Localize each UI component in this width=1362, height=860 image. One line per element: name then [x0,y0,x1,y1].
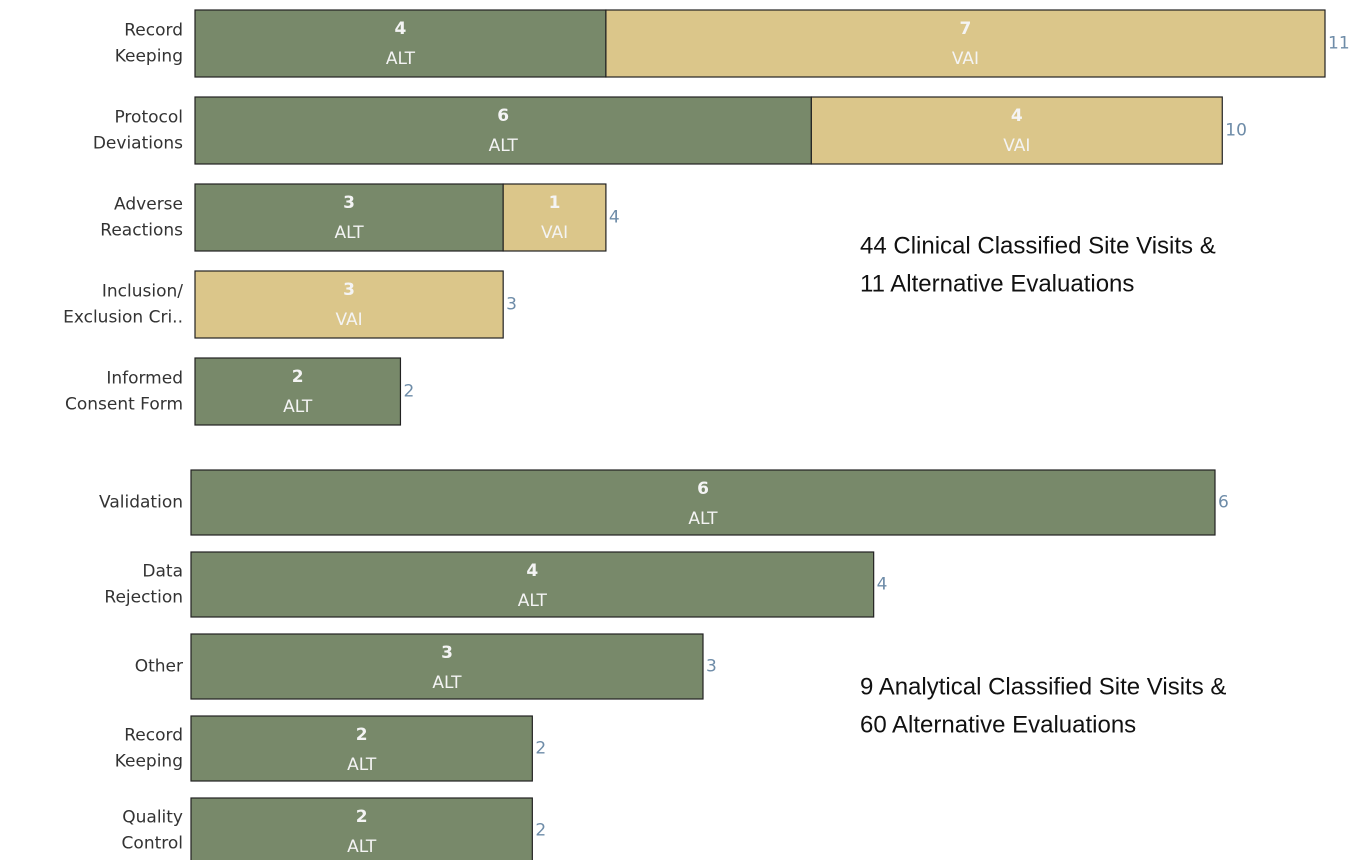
segment-value: 4 [526,561,538,581]
bar-segment [190,469,1216,536]
segment-value: 4 [1011,106,1023,126]
segment-series: VAI [1003,136,1030,156]
total-label: 4 [609,208,620,228]
category-label: Data Rejection [104,562,183,608]
bar-segment [190,633,704,700]
bar-segment [190,715,533,782]
segment-series: ALT [335,223,365,243]
segment-value: 3 [441,643,453,663]
category-label-line: Adverse [114,195,183,215]
category-label: Validation [99,493,183,513]
bar-segment [502,183,607,252]
segment-series: ALT [283,397,313,417]
segment-series: VAI [541,223,568,243]
total-label: 3 [506,295,517,315]
category-label-line: Inclusion/ [102,282,183,302]
segment-value: 3 [343,280,355,300]
category-label: Inclusion/Exclusion Cri.. [63,282,183,328]
category-label-line: Quality [122,808,183,828]
bar-segment [605,9,1326,78]
segment-value: 2 [356,725,368,745]
segment-value: 3 [343,193,355,213]
total-label: 2 [403,382,414,402]
segment-series: VAI [952,49,979,69]
segment-value: 6 [497,106,509,126]
total-label: 4 [877,575,888,595]
segment-value: 7 [960,19,972,39]
category-label-line: Other [135,657,183,677]
total-label: 3 [706,657,717,677]
category-label: Adverse Reactions [100,195,183,241]
segment-series: ALT [386,49,416,69]
segment-value: 4 [395,19,407,39]
total-label: 2 [535,821,546,841]
category-label-line: Control [122,834,183,854]
annotation: 60 Alternative Evaluations [860,711,1136,738]
segment-series: ALT [347,755,377,775]
segment-value: 2 [292,367,304,387]
category-label: Record Keeping [115,726,183,772]
bar-segment [194,9,607,78]
total-label: 10 [1225,121,1247,141]
category-label: Informed Consent Form [65,369,183,415]
category-label-line: Data [142,562,183,582]
category-label: Other [135,657,183,677]
category-label-line: Exclusion Cri.. [63,308,183,328]
category-label-line: Deviations [93,134,183,154]
bar-segment [190,797,533,860]
segment-value: 2 [356,807,368,827]
category-label-line: Keeping [115,47,183,67]
segment-value: 1 [549,193,561,213]
bar-segment [194,183,504,252]
segment-value: 6 [697,479,709,499]
segment-series: VAI [335,310,362,330]
segment-series: ALT [347,837,377,857]
category-label-line: Rejection [104,588,183,608]
total-label: 6 [1218,493,1229,513]
category-label-line: Keeping [115,752,183,772]
bar-segment [194,96,812,165]
category-label-line: Consent Form [65,395,183,415]
category-label-line: Protocol [114,108,183,128]
segment-series: ALT [518,591,548,611]
total-label: 11 [1328,34,1350,54]
category-label-line: Informed [106,369,183,389]
category-label: Record Keeping [115,21,183,67]
category-label: Protocol Deviations [93,108,183,154]
category-label-line: Record [124,726,183,746]
annotation: 9 Analytical Classified Site Visits & [860,673,1226,700]
segment-series: ALT [432,673,462,693]
bar-segment [194,270,504,339]
category-label-line: Validation [99,493,183,513]
bar-segment [190,551,875,618]
category-label-line: Reactions [100,221,183,241]
bar-segment [810,96,1223,165]
segment-series: ALT [688,509,718,529]
bar-segment [194,357,402,426]
annotation: 11 Alternative Evaluations [860,270,1134,297]
annotation: 44 Clinical Classified Site Visits & [860,232,1216,259]
segment-series: ALT [489,136,519,156]
category-label-line: Record [124,21,183,41]
total-label: 2 [535,739,546,759]
category-label: Quality Control [122,808,183,854]
